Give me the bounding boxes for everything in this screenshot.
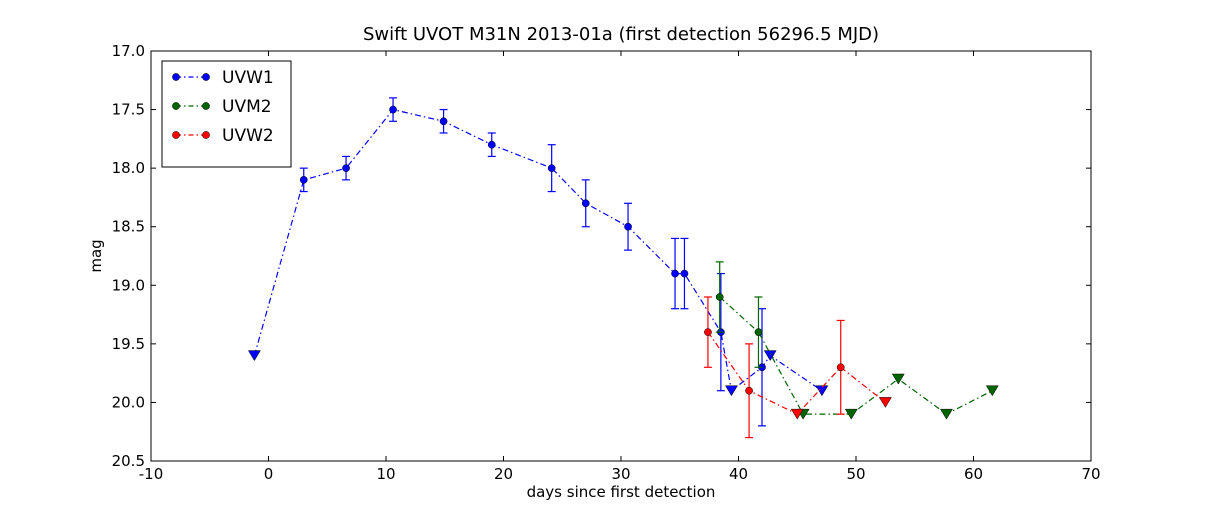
y-tick-label: 18.5 <box>112 218 145 236</box>
x-axis-label: days since first detection <box>527 483 716 501</box>
series-line-uvw1 <box>253 108 823 392</box>
legend-marker-uvw1 <box>202 73 210 81</box>
y-tick-label: 18.0 <box>112 159 145 177</box>
data-point-uvw2 <box>836 363 845 372</box>
data-point-uvw1 <box>671 269 679 278</box>
upper-limit-marker-uvm2 <box>985 385 999 397</box>
x-tick-label: 20 <box>494 465 513 483</box>
x-tick-label: 60 <box>964 465 983 483</box>
y-tick-label: 19.5 <box>112 335 145 353</box>
y-tick-label: 17.5 <box>112 101 145 119</box>
data-point-uvm2 <box>715 293 724 301</box>
legend-marker-uvw1 <box>172 73 180 81</box>
legend-label-uvw1: UVW1 <box>222 68 274 88</box>
axis-ticks: -10 0 10 20 30 40 50 60 70 17.0 17.5 18.0 18.5 19.0 19… <box>112 42 1101 483</box>
legend-marker-uvm2 <box>172 102 180 110</box>
plot-frame <box>150 50 1092 462</box>
data-point-uvw1 <box>342 164 350 172</box>
x-tick-label: 70 <box>1081 465 1100 483</box>
upper-limit-marker-uvm2 <box>844 408 858 420</box>
data-point-uvw1 <box>389 105 397 114</box>
y-tick-label: 19.0 <box>112 276 145 294</box>
data-point-uvw2 <box>745 386 753 395</box>
chart-title: Swift UVOT M31N 2013-01a (first detectio… <box>363 24 879 45</box>
legend-label-uvm2: UVM2 <box>222 97 272 117</box>
legend-label-uvw2: UVW2 <box>222 126 274 146</box>
x-tick-label: -10 <box>139 465 164 483</box>
data-point-uvw1 <box>487 140 496 149</box>
data-point-uvw1 <box>624 222 632 231</box>
upper-limit-marker-uvw1 <box>815 385 829 397</box>
legend-marker-uvm2 <box>202 102 210 110</box>
legend-box <box>161 60 292 168</box>
upper-limit-marker-uvw1 <box>247 350 261 362</box>
data-point-uvm2 <box>754 328 763 336</box>
upper-limit-marker-uvw1 <box>725 385 738 397</box>
legend-marker-uvw2 <box>172 131 180 139</box>
plot-area <box>247 97 999 439</box>
upper-limit-marker-uvw2 <box>790 408 804 420</box>
x-tick-label: 50 <box>846 465 865 483</box>
data-point-uvw1 <box>581 199 590 208</box>
upper-limit-marker-uvm2 <box>891 373 905 385</box>
upper-limit-marker-uvw2 <box>878 397 892 408</box>
x-tick-label: 0 <box>264 465 274 483</box>
legend-marker-uvw2 <box>202 131 210 139</box>
legend: UVW1 UVM2 UVW2 <box>161 60 292 168</box>
y-axis-label: mag <box>87 239 105 272</box>
y-tick-label: 17.0 <box>112 42 145 60</box>
x-tick-label: 40 <box>729 465 748 483</box>
data-point-uvw1 <box>299 176 308 184</box>
upper-limit-marker-uvm2 <box>940 408 953 420</box>
data-point-uvw1 <box>547 164 556 172</box>
y-tick-label: 20.5 <box>112 452 145 470</box>
x-tick-label: 30 <box>611 465 630 483</box>
x-tick-label: 10 <box>376 465 395 483</box>
y-tick-label: 20.0 <box>112 393 145 411</box>
data-point-uvw2 <box>704 328 712 336</box>
data-point-uvw1 <box>680 269 689 278</box>
upper-limit-marker-uvw1 <box>763 350 777 362</box>
data-point-uvw1 <box>439 117 448 126</box>
